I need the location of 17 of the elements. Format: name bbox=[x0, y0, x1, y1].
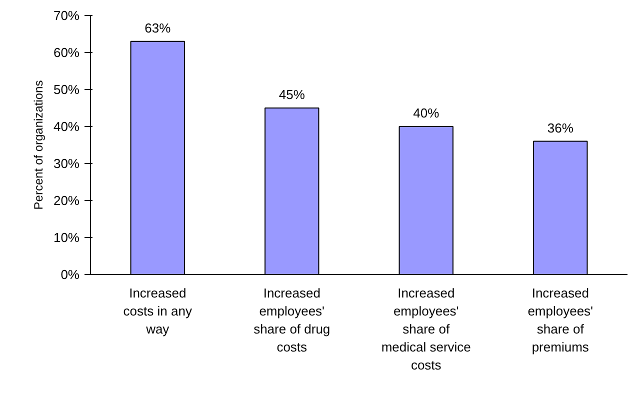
data-label: 36% bbox=[547, 120, 574, 136]
x-tick-label: Increased employees' share of medical service costs bbox=[381, 286, 471, 372]
x-tick-label: Increased employees' share of premiums bbox=[528, 286, 594, 354]
y-axis-title: Percent of organizations bbox=[31, 80, 46, 210]
data-label: 40% bbox=[413, 106, 440, 120]
y-tick-label: 60% bbox=[53, 45, 80, 60]
y-tick-label: 20% bbox=[53, 193, 80, 208]
y-tick-label: 30% bbox=[53, 156, 80, 171]
y-tick-label: 10% bbox=[53, 230, 80, 245]
y-tick-label: 0% bbox=[60, 267, 80, 282]
y-tick-label: 70% bbox=[53, 8, 80, 23]
y-tick-label: 50% bbox=[53, 82, 80, 97]
data-label: 63% bbox=[144, 20, 172, 36]
data-label: 45% bbox=[278, 87, 306, 102]
x-tick-label: Increased costs in any way bbox=[123, 286, 192, 336]
y-tick-label: 40% bbox=[53, 119, 80, 134]
x-tick-label: Increased employees' share of drug costs bbox=[254, 286, 330, 354]
